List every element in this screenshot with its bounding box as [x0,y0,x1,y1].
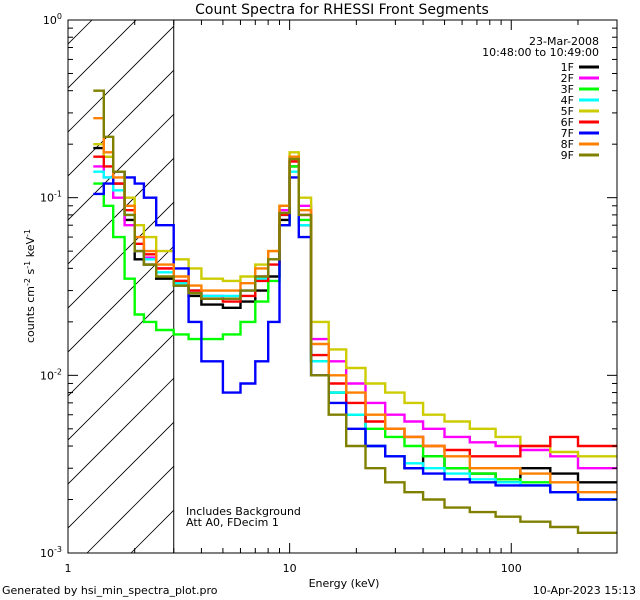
background-annotation: Includes Background Att A0, FDecim 1 [186,505,301,529]
footer-timestamp: 10-Apr-2023 15:13 [533,584,636,597]
legend-label-6f: 6F [561,116,574,129]
y-tick-label: 10-1 [40,190,62,205]
date-label: 23-Mar-2008 [529,35,599,48]
legend-label-7f: 7F [561,127,574,140]
legend-label-8f: 8F [561,138,574,151]
time-range-label: 10:48:00 to 10:49:00 [482,46,599,59]
series-line-7f [93,170,617,501]
date-annotation: 23-Mar-2008 10:48:00 to 10:49:00 [482,35,599,59]
y-axis-label: counts cm-2 s-1 keV-1 [23,229,37,343]
plot-frame [67,19,618,554]
chart-title: Count Spectra for RHESSI Front Segments [195,2,489,18]
x-tick-label: 10 [283,562,297,575]
x-tick-label: 1 [65,562,72,575]
series-line-9f [93,89,617,534]
y-tick-label: 10-2 [40,367,62,382]
legend-label-3f: 3F [561,83,574,96]
y-tick-label: 100 [43,12,62,27]
footer-generated-by: Generated by hsi_min_spectra_plot.pro [2,584,218,597]
axes-layer: 1 10 100 10-3 10-2 10-1 100 [40,12,618,575]
legend-label-5f: 5F [561,105,574,118]
series-layer [93,89,617,534]
legend-label-1f: 1F [561,61,574,74]
x-tick-label: 100 [501,562,522,575]
legend-label-9f: 9F [561,149,574,162]
legend-label-4f: 4F [561,94,574,107]
legend-label-2f: 2F [561,72,574,85]
y-tick-label: 10-3 [40,545,62,560]
annotation-background: Includes Background [186,505,301,518]
x-axis-label: Energy (keV) [309,577,380,590]
annotation-attenuator: Att A0, FDecim 1 [186,516,279,529]
